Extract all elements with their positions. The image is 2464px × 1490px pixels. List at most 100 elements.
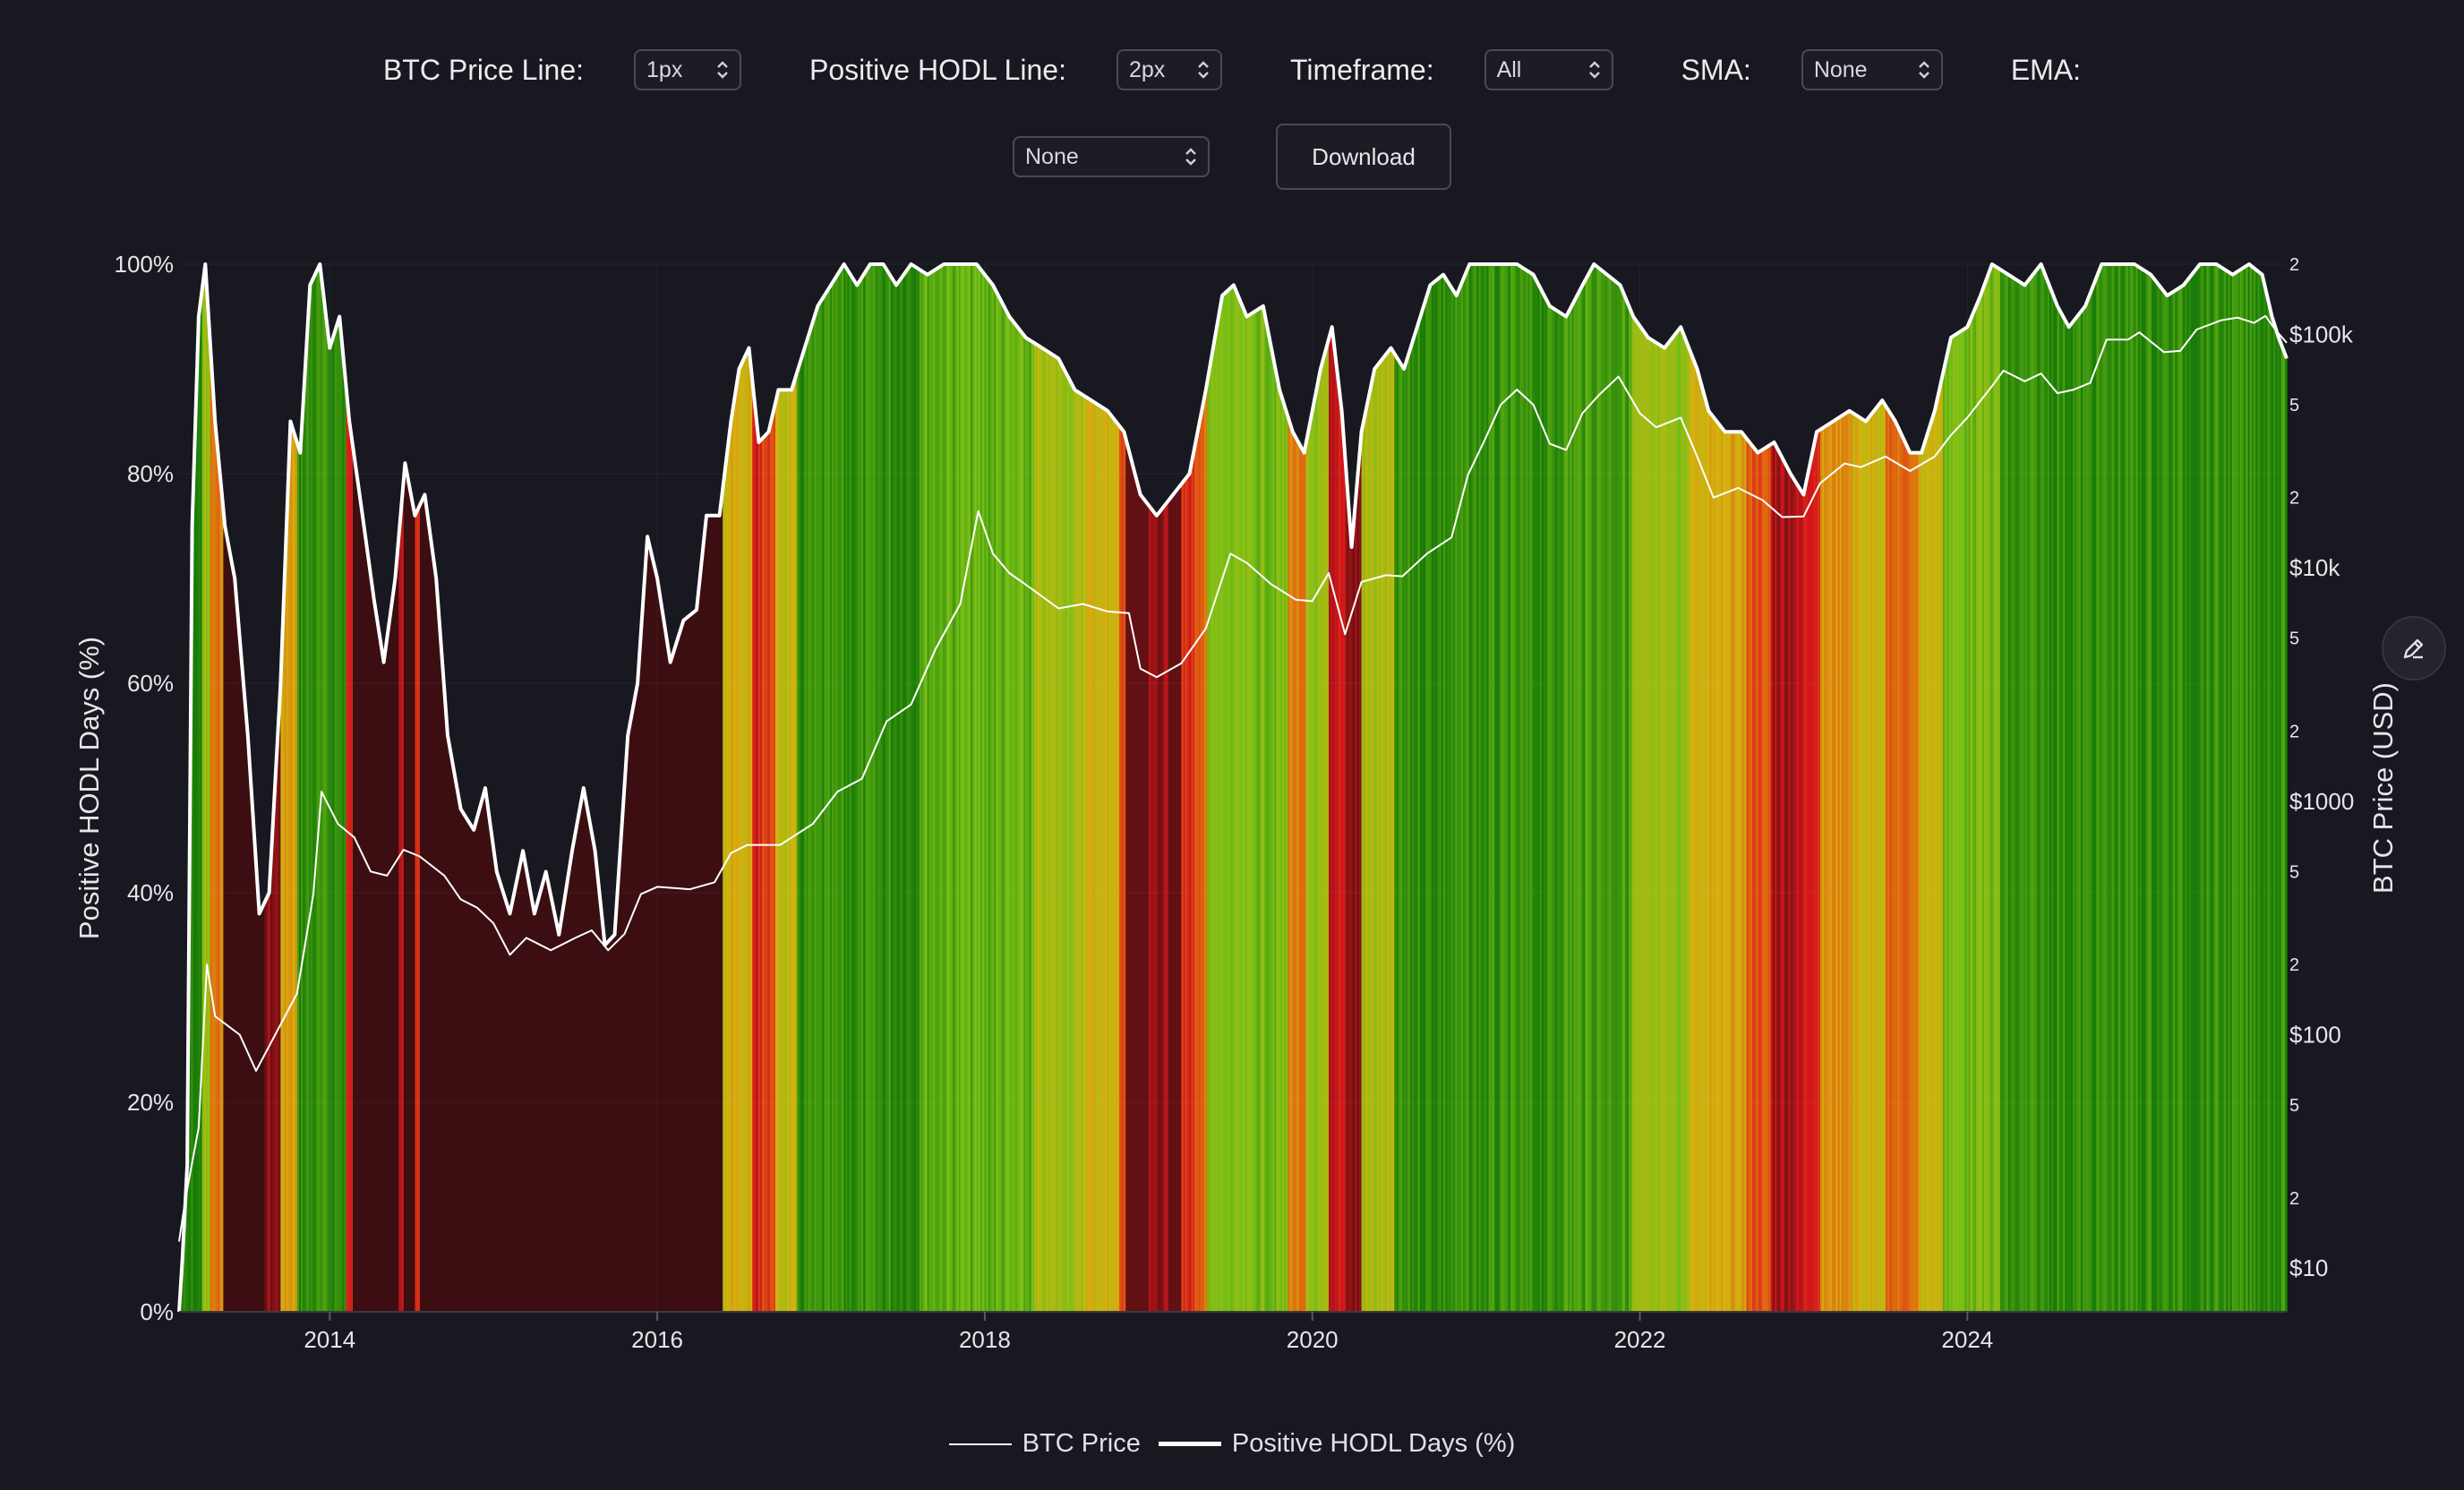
heat-band — [827, 287, 831, 1312]
heat-band — [529, 894, 533, 1312]
heat-band — [708, 515, 712, 1312]
heat-band — [1794, 481, 1798, 1312]
heat-band — [389, 609, 393, 1312]
heat-band — [526, 872, 529, 1312]
heat-band — [863, 273, 867, 1312]
heat-band — [890, 278, 894, 1313]
heat-band — [1741, 432, 1744, 1312]
heat-band — [914, 267, 918, 1312]
ema-select[interactable]: None — [1013, 136, 1210, 177]
heat-band — [760, 440, 763, 1312]
heat-band — [1976, 303, 1980, 1312]
heat-band — [1991, 264, 1995, 1313]
heat-band — [966, 264, 970, 1312]
heat-band — [2051, 292, 2054, 1312]
heat-band — [567, 876, 570, 1312]
heat-band — [923, 272, 927, 1312]
heat-band — [2025, 282, 2029, 1313]
heat-band — [2045, 278, 2049, 1312]
heat-band — [855, 284, 859, 1313]
heat-band — [1154, 513, 1158, 1312]
download-button[interactable]: Download — [1276, 124, 1451, 190]
heat-band — [1653, 341, 1656, 1312]
heat-band — [342, 355, 346, 1312]
heat-band — [695, 610, 698, 1312]
y-right-tick-label: $10 — [2289, 1255, 2328, 1281]
heat-band — [2100, 264, 2103, 1312]
sma-control: SMA: None — [1681, 49, 1943, 90]
heat-band — [227, 544, 230, 1312]
heat-band — [358, 494, 362, 1312]
heat-band — [1856, 415, 1860, 1313]
heat-band — [405, 470, 408, 1312]
heat-band — [2143, 270, 2147, 1312]
heat-band — [1624, 298, 1628, 1312]
heat-band — [649, 550, 653, 1312]
heat-band — [910, 264, 913, 1313]
y-right-tick-label: 2 — [2289, 722, 2299, 741]
heat-band — [2214, 264, 2218, 1312]
legend-item-btc-price[interactable]: BTC Price — [948, 1429, 1141, 1459]
sma-select[interactable]: None — [1801, 49, 1943, 90]
heat-band — [2134, 264, 2137, 1313]
heat-band — [1798, 487, 1801, 1312]
heat-band — [1918, 452, 1921, 1313]
heat-band — [1942, 369, 1946, 1312]
heat-band — [896, 283, 900, 1312]
heat-band — [1092, 402, 1096, 1312]
heat-band — [2135, 265, 2139, 1313]
heat-band — [235, 594, 238, 1312]
heat-band — [1005, 311, 1009, 1312]
heat-band — [2004, 272, 2007, 1312]
heat-band — [246, 735, 250, 1312]
heat-band — [1880, 401, 1883, 1312]
heat-band — [742, 359, 746, 1312]
heat-band — [1664, 346, 1668, 1312]
y-left-tick-label: 80% — [127, 460, 174, 487]
heat-band — [659, 599, 663, 1312]
x-tick-label: 2014 — [304, 1326, 355, 1353]
heat-band — [1854, 415, 1858, 1312]
heat-band — [2244, 267, 2247, 1312]
heat-band — [1626, 303, 1630, 1313]
heat-band — [194, 410, 198, 1312]
heat-band — [1837, 417, 1841, 1312]
heat-band — [288, 447, 292, 1312]
heat-band — [271, 820, 275, 1312]
heat-band — [290, 424, 294, 1312]
heat-band — [1996, 267, 1999, 1312]
heat-band — [835, 275, 839, 1312]
heat-band — [445, 717, 449, 1312]
heat-band — [522, 851, 525, 1312]
heat-band — [616, 895, 620, 1312]
heat-band — [935, 269, 938, 1313]
heat-band — [1089, 399, 1092, 1312]
heat-band — [1125, 436, 1126, 1312]
timeframe-select[interactable]: All — [1484, 49, 1613, 90]
heat-band — [1643, 332, 1647, 1313]
heat-band — [1004, 307, 1007, 1313]
heat-band — [1800, 491, 1803, 1312]
heat-band — [988, 279, 991, 1312]
heat-band — [698, 578, 702, 1312]
heat-band — [368, 566, 372, 1312]
heat-band — [2002, 271, 2006, 1312]
heat-band — [1040, 347, 1043, 1313]
heat-band — [667, 649, 671, 1312]
heat-band — [675, 643, 679, 1312]
btc-price-line-select[interactable]: 1px — [634, 49, 742, 90]
heat-band — [2246, 265, 2249, 1313]
heat-band — [1348, 524, 1352, 1312]
heat-band — [806, 339, 809, 1313]
positive-hodl-line-select[interactable]: 2px — [1116, 49, 1222, 90]
heat-band — [504, 899, 508, 1312]
heat-band — [225, 533, 228, 1312]
edit-button[interactable] — [2382, 616, 2446, 681]
heat-band — [1057, 358, 1061, 1312]
heat-band — [809, 327, 813, 1313]
heat-band — [1053, 355, 1057, 1312]
heat-band — [332, 336, 336, 1313]
heat-band — [1156, 514, 1159, 1312]
legend-item-positive-hodl[interactable]: Positive HODL Days (%) — [1158, 1429, 1515, 1459]
heat-band — [762, 437, 766, 1312]
